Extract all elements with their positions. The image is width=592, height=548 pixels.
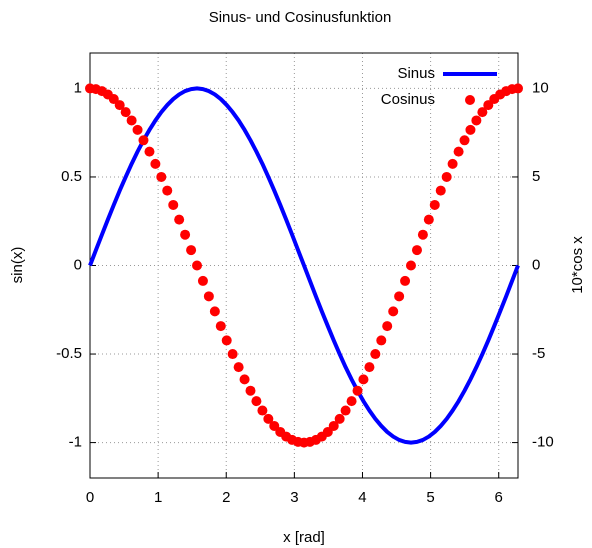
cosine-point xyxy=(126,115,137,126)
y2-tick-label: 10 xyxy=(532,79,549,96)
cosine-point xyxy=(405,260,416,271)
x-tick-label: 2 xyxy=(222,489,230,506)
y-tick-label: 1 xyxy=(74,79,82,96)
cosine-point xyxy=(263,413,274,424)
cosine-point xyxy=(477,107,488,118)
cosine-point xyxy=(221,335,232,346)
y2-tick-label: 0 xyxy=(532,256,540,273)
cosine-point xyxy=(156,171,167,182)
y2-tick-label: -10 xyxy=(532,434,554,451)
cosine-point xyxy=(257,405,268,416)
y-axis-label: sin(x) xyxy=(9,247,26,284)
cosine-point xyxy=(441,171,452,182)
cosine-point xyxy=(364,362,375,373)
x-tick-label: 0 xyxy=(86,489,94,506)
cosine-point xyxy=(233,362,244,373)
cosine-point xyxy=(417,229,428,240)
cosine-point xyxy=(192,260,203,271)
cosine-point xyxy=(447,158,458,169)
y-tick-label: 0.5 xyxy=(61,168,82,185)
cosine-point xyxy=(203,291,214,302)
sine-line xyxy=(88,86,520,445)
y2-axis-label: 10*cos x xyxy=(569,236,586,294)
x-tick-label: 5 xyxy=(426,489,434,506)
cosine-point xyxy=(144,146,155,157)
legend-swatch xyxy=(465,95,475,105)
y-tick-label: -0.5 xyxy=(56,345,82,362)
cosine-point xyxy=(340,405,351,416)
cosine-point xyxy=(227,349,238,360)
cosine-point xyxy=(465,124,476,135)
x-axis-label: x [rad] xyxy=(283,529,325,546)
x-tick-label: 1 xyxy=(154,489,162,506)
cosine-point xyxy=(245,385,256,396)
cosine-point xyxy=(370,349,381,360)
cosine-point xyxy=(162,185,173,196)
cosine-point xyxy=(358,374,369,385)
x-tick-label: 6 xyxy=(495,489,503,506)
cosine-point xyxy=(382,321,393,332)
cosine-point xyxy=(346,396,357,407)
y-tick-label: -1 xyxy=(69,434,82,451)
cosine-point xyxy=(150,158,161,169)
cosine-point xyxy=(132,124,143,135)
cosine-point xyxy=(138,135,149,146)
y-tick-label: 0 xyxy=(74,256,82,273)
cosine-point xyxy=(334,413,345,424)
cosine-point xyxy=(453,146,464,157)
cosine-point xyxy=(435,185,446,196)
cosine-point xyxy=(174,214,185,225)
cosine-point xyxy=(513,83,523,94)
cosine-point xyxy=(352,385,363,396)
cosine-point xyxy=(400,275,411,286)
cosine-point xyxy=(186,245,197,256)
legend-label: Sinus xyxy=(397,65,435,82)
legend-label: Cosinus xyxy=(381,91,435,108)
cosine-point xyxy=(411,245,422,256)
cosine-point xyxy=(209,306,220,317)
x-tick-label: 3 xyxy=(290,489,298,506)
cosine-point xyxy=(394,291,405,302)
y2-tick-label: 5 xyxy=(532,168,540,185)
cosine-point xyxy=(459,135,470,146)
cosine-point xyxy=(114,100,125,111)
y2-tick-label: -5 xyxy=(532,345,545,362)
cosine-point xyxy=(376,335,387,346)
chart-title: Sinus- und Cosinusfunktion xyxy=(209,9,392,26)
cosine-point xyxy=(180,229,191,240)
cosine-point xyxy=(388,306,399,317)
cosine-point xyxy=(471,115,482,126)
cosine-point xyxy=(215,321,226,332)
cosine-point xyxy=(197,275,208,286)
cosine-point xyxy=(328,420,339,431)
cosine-point xyxy=(168,199,179,210)
x-tick-label: 4 xyxy=(358,489,366,506)
cosine-point xyxy=(423,214,434,225)
cosine-point xyxy=(120,107,131,118)
cosine-point xyxy=(239,374,250,385)
cosine-point xyxy=(429,199,440,210)
cosine-point xyxy=(251,396,262,407)
